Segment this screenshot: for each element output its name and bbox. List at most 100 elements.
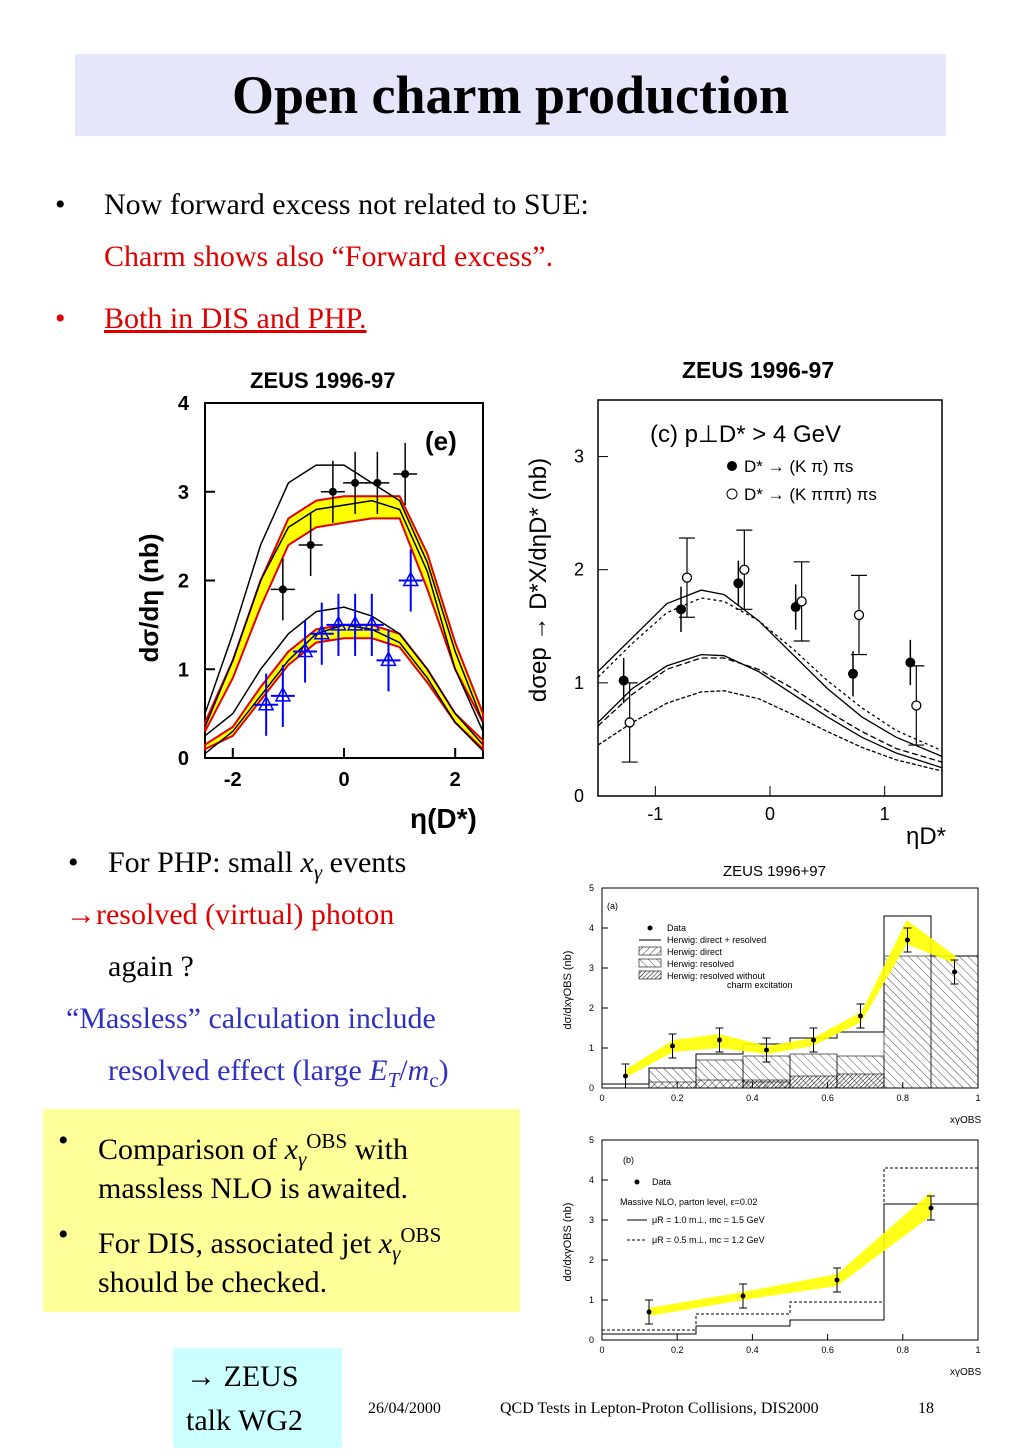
chart4-legend-3: μR = 1.0 m⊥, mc = 1.5 GeV	[652, 1215, 765, 1225]
chart3-data-point	[811, 1037, 816, 1043]
bullet-dot: •	[58, 1124, 69, 1157]
chart3-legend-2: Herwig: direct + resolved	[667, 935, 766, 945]
chart4-frame	[601, 1139, 979, 1341]
chart1-point-blue-triangle	[274, 686, 292, 702]
chart1-ytick-label: 3	[178, 482, 189, 504]
chart3-title: ZEUS 1996+97	[723, 863, 826, 880]
chart2-point-open	[681, 572, 693, 583]
chart1-points	[254, 442, 423, 736]
chart2-point-filled	[905, 657, 916, 668]
yellow-b2-line1: For DIS, associated jet xγOBS	[98, 1223, 442, 1265]
php-line: For PHP: small xγ events	[108, 846, 407, 884]
chart2-ytick-label: 1	[574, 673, 584, 693]
footer-date: 26/04/2000	[368, 1400, 441, 1417]
chart4-xtick-label: 0.4	[746, 1345, 759, 1355]
chart3-legend-4: Herwig: resolved	[667, 959, 734, 969]
chart4-points	[645, 1195, 935, 1325]
chart4-legend-2: Massive NLO, parton level, ε=0.02	[620, 1197, 757, 1207]
chart-eta-dist-left: ZEUS 1996-97 dσ/dη (nb) η(D*) (e) -2 0 2 0 1…	[134, 368, 484, 834]
chart4-ytick-label: 5	[589, 1135, 594, 1145]
chart4-ylabel: dσ/dxγOBS (nb)	[562, 1203, 574, 1282]
zeus-talk-box	[173, 1348, 342, 1448]
chart1-ytick-label: 4	[178, 393, 190, 415]
chart2-theory-curve-2	[597, 597, 943, 752]
chart1-ticks: -2 0 2 0 1 2 3 4	[178, 393, 461, 791]
page-title: Open charm production	[231, 65, 790, 125]
chart1-point-black	[373, 478, 382, 487]
chart4-data-point	[928, 1205, 934, 1211]
chart4-band	[649, 1192, 931, 1316]
chart1-point-blue-triangle	[296, 641, 314, 658]
chart3-ytick-label: 5	[589, 883, 594, 893]
chart2-theory-curve-4	[597, 657, 943, 763]
chart3-data-point	[905, 937, 910, 943]
chart3-data-point	[952, 969, 957, 975]
again-line: again ?	[108, 950, 194, 983]
chart4-xtick-label: 0	[599, 1345, 604, 1355]
chart3-legend-swatch-resolved	[638, 958, 662, 968]
chart4-ytick-label: 0	[589, 1335, 594, 1345]
chart4-xtick-label: 0.8	[897, 1345, 910, 1355]
chart3-hist-nocharm	[836, 1073, 885, 1089]
chart2-ytick-label: 3	[574, 447, 584, 467]
chart1-theory-curve-1	[204, 464, 484, 723]
chart2-title: ZEUS 1996-97	[682, 357, 834, 383]
chart1-point-blue-triangle	[313, 624, 331, 640]
chart2-point-open	[739, 564, 750, 575]
chart3-legend-5: Herwig: resolved without	[667, 971, 766, 981]
chart-xgamma-nlo: dσ/dxγOBS (nb) xγOBS (b) Data Massive NL…	[562, 1135, 981, 1378]
chart1-point-black	[306, 541, 315, 549]
bullet-dot: •	[68, 846, 79, 879]
zeus-talk-text1: ZEUS	[223, 1360, 299, 1393]
chart2-xtick-label: -1	[647, 804, 663, 824]
chart3-data-point	[670, 1043, 675, 1049]
yellow-b2-line2: should be checked.	[98, 1266, 328, 1299]
chart3-legend-swatch-nocharm	[638, 970, 662, 980]
chart3-legend: Data Herwig: direct + resolved Herwig: d…	[638, 923, 793, 990]
bullet2-text: Both in DIS and PHP.	[104, 302, 367, 335]
resolved-text: resolved (virtual) photon	[96, 898, 395, 931]
chart1-point-black	[328, 487, 337, 496]
chart4-xtick-label: 1	[975, 1345, 980, 1355]
chart2-point-open	[853, 609, 865, 621]
chart3-points	[621, 927, 959, 1089]
chart4-data-point	[834, 1277, 840, 1283]
chart-eta-dist-right: ZEUS 1996-97 dσep → D*X/dηD* (nb) ηD* (c…	[525, 357, 946, 850]
chart1-xlabel: η(D*)	[410, 803, 477, 834]
chart1-theory-curve-2	[204, 499, 484, 732]
chart3-xtick-label: 0.4	[746, 1093, 759, 1103]
footer-conference: QCD Tests in Lepton-Proton Collisions, D…	[500, 1400, 819, 1417]
chart2-theory-curve-1	[597, 589, 943, 757]
chart3-legend-1: Data	[667, 923, 686, 933]
chart2-xtick-label: 0	[765, 804, 775, 824]
chart1-point-black	[278, 585, 287, 594]
chart2-ytick-label: 2	[574, 560, 584, 580]
chart2-xlabel: ηD*	[906, 823, 946, 850]
chart1-ytick-label: 0	[178, 748, 189, 770]
chart2-legend-1: D* → (K π) πs	[744, 457, 853, 476]
chart3-data-point	[623, 1073, 628, 1079]
chart3-ylabel: dσ/dxγOBS (nb)	[562, 951, 574, 1030]
summary-box	[43, 1109, 520, 1312]
chart1-frame	[204, 402, 484, 759]
chart3-hist-direct	[648, 1081, 697, 1089]
chart2-ytick-label: 0	[574, 786, 584, 806]
chart2-point-filled	[676, 604, 686, 615]
chart2-legend-marker-filled	[727, 461, 737, 471]
chart3-xtick-label: 0.8	[897, 1093, 910, 1103]
chart1-point-blue-triangle	[380, 650, 397, 667]
chart4-xtick-label: 0.6	[821, 1345, 834, 1355]
chart1-point-blue-triangle	[257, 695, 275, 711]
chart2-theory-curve-5	[597, 690, 943, 772]
chart3-ytick-label: 0	[589, 1083, 594, 1093]
chart2-legend-2: D* → (K πππ) πs	[744, 485, 877, 504]
php-prefix: For PHP: small	[108, 846, 301, 879]
chart1-ytick-label: 2	[178, 571, 189, 593]
yellow-b1-line2: massless NLO is awaited.	[98, 1172, 408, 1205]
chart2-point-open	[911, 700, 922, 711]
zeus-talk-line1: → ZEUS	[186, 1360, 299, 1394]
chart1-point-blue-triangle	[330, 615, 347, 631]
footer-page-number: 18	[918, 1400, 934, 1417]
chart3-data-point	[764, 1047, 769, 1053]
chart3-ytick-label: 2	[589, 1003, 594, 1013]
